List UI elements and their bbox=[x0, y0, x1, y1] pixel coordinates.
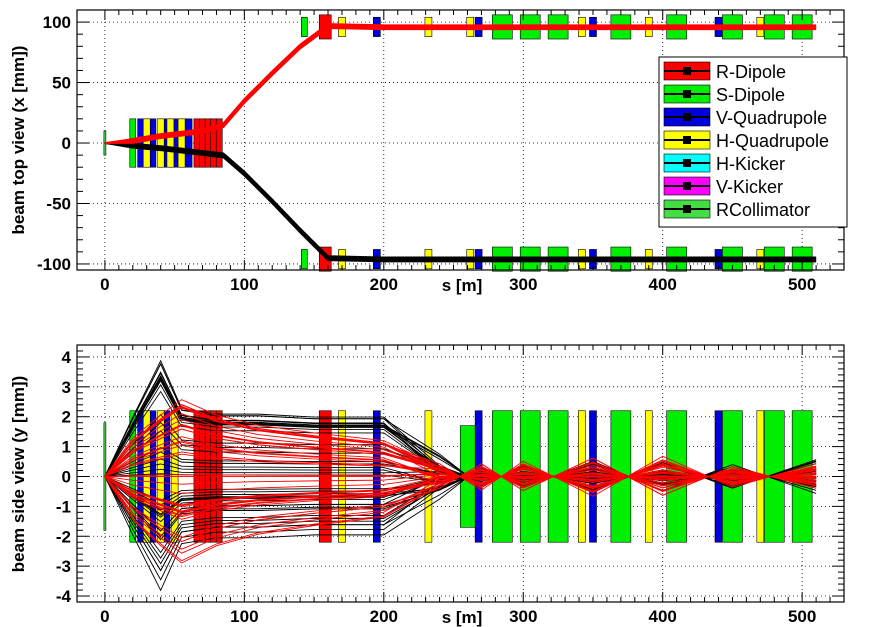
panel-side-view: 0 100 200 300 400 500 -4 -3 -2 -1 0 1 2 3 4 beam side … bbox=[9, 345, 844, 627]
s-dipole-element bbox=[301, 17, 307, 36]
legend-label: V-Quadrupole bbox=[716, 108, 827, 128]
v-quadrupole-element bbox=[185, 119, 192, 167]
legend-swatch-marker bbox=[683, 159, 691, 167]
r-dipole-element bbox=[194, 119, 200, 167]
ylabel-bottom: beam side view (y [mm]) bbox=[9, 376, 28, 573]
legend-swatch-marker bbox=[683, 136, 691, 144]
x-tick-label: 0 bbox=[100, 607, 109, 626]
x-tick-label: 400 bbox=[649, 275, 677, 294]
y-tick-label: -1 bbox=[56, 497, 71, 516]
legend-swatch-marker bbox=[683, 90, 691, 98]
legend-swatch-marker bbox=[683, 113, 691, 121]
legend-label: S-Dipole bbox=[716, 85, 785, 105]
ylabel-top: beam top view (x [mm]) bbox=[9, 46, 28, 235]
h-quadrupole-element bbox=[167, 119, 174, 167]
xlabel-bottom: s [m] bbox=[442, 608, 483, 627]
y-tick-label: 100 bbox=[43, 13, 71, 32]
y-tick-label: -100 bbox=[37, 255, 71, 274]
legend-label: V-Kicker bbox=[716, 177, 783, 197]
legend-label: H-Kicker bbox=[716, 154, 785, 174]
y-tick-label: -2 bbox=[56, 527, 71, 546]
legend-label: H-Quadrupole bbox=[716, 131, 829, 151]
s-dipole-element bbox=[301, 249, 307, 268]
x-tick-label: 200 bbox=[370, 275, 398, 294]
h-quadrupole-element bbox=[425, 411, 432, 542]
y-tick-label: 4 bbox=[62, 348, 72, 367]
xlabel-top: s [m] bbox=[442, 276, 483, 295]
y-tick-label: -4 bbox=[56, 587, 72, 606]
y-tick-label: 50 bbox=[52, 74, 71, 93]
x-tick-label: 500 bbox=[788, 275, 816, 294]
y-tick-label: -50 bbox=[46, 194, 71, 213]
y-tick-label: 1 bbox=[62, 438, 71, 457]
r-dipole-element bbox=[200, 119, 206, 167]
legend-swatch-marker bbox=[683, 182, 691, 190]
h-quadrupole-element bbox=[143, 119, 150, 167]
y-tick-label: 0 bbox=[62, 467, 71, 486]
x-tick-label: 200 bbox=[370, 607, 398, 626]
legend: R-Dipole S-Dipole V-Quadrupole H-Quadrupole… bbox=[659, 57, 847, 227]
x-tick-label: 100 bbox=[230, 275, 258, 294]
x-tick-label: 0 bbox=[100, 275, 109, 294]
h-quadrupole-element bbox=[178, 119, 185, 167]
y-tick-label: 2 bbox=[62, 408, 71, 427]
legend-swatch-marker bbox=[683, 205, 691, 213]
x-tick-label: 100 bbox=[230, 607, 258, 626]
x-tick-label: 400 bbox=[649, 607, 677, 626]
x-tick-label: 300 bbox=[509, 607, 537, 626]
y-tick-label: 0 bbox=[62, 134, 71, 153]
y-tick-label: -3 bbox=[56, 557, 71, 576]
y-tick-label: 3 bbox=[62, 378, 71, 397]
x-tick-label: 500 bbox=[788, 607, 816, 626]
legend-label: RCollimator bbox=[716, 200, 810, 220]
legend-label: R-Dipole bbox=[716, 62, 786, 82]
legend-swatch-marker bbox=[683, 67, 691, 75]
h-quadrupole-element bbox=[157, 119, 164, 167]
x-tick-label: 300 bbox=[509, 275, 537, 294]
